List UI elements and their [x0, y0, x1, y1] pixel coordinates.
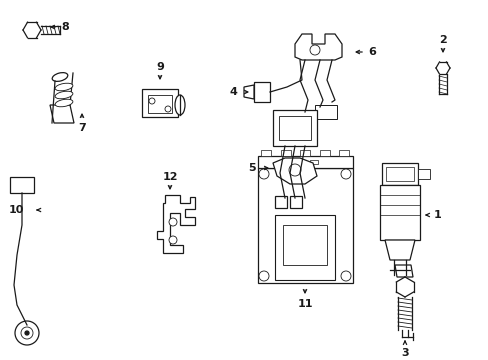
Text: 11: 11	[297, 299, 312, 309]
Text: 3: 3	[400, 348, 408, 358]
Text: 5: 5	[248, 163, 256, 173]
Bar	[261, 150, 270, 156]
Polygon shape	[272, 158, 316, 184]
Bar	[379, 185, 419, 240]
Ellipse shape	[175, 95, 184, 115]
Ellipse shape	[55, 91, 73, 99]
Circle shape	[288, 164, 301, 176]
Bar	[309, 160, 317, 164]
Bar	[280, 160, 287, 164]
Polygon shape	[157, 195, 195, 253]
Bar	[10, 177, 34, 193]
Circle shape	[25, 331, 29, 335]
Text: 1: 1	[433, 210, 441, 220]
Bar	[385, 167, 413, 181]
Bar	[280, 150, 290, 156]
Circle shape	[169, 236, 177, 244]
Polygon shape	[394, 265, 412, 277]
Bar	[299, 150, 309, 156]
Text: 10: 10	[8, 205, 23, 215]
Bar	[142, 89, 178, 117]
Ellipse shape	[55, 83, 73, 91]
Bar	[274, 215, 334, 280]
Circle shape	[259, 271, 268, 281]
Text: 8: 8	[61, 22, 69, 32]
Polygon shape	[274, 196, 286, 208]
Circle shape	[340, 271, 350, 281]
Circle shape	[309, 45, 319, 55]
Circle shape	[340, 169, 350, 179]
Polygon shape	[289, 196, 302, 208]
Text: 2: 2	[438, 35, 446, 45]
Circle shape	[259, 169, 268, 179]
Bar	[283, 225, 326, 265]
Circle shape	[15, 321, 39, 345]
Text: 6: 6	[367, 47, 375, 57]
Bar	[279, 116, 310, 140]
Text: 4: 4	[229, 87, 237, 97]
Polygon shape	[384, 240, 414, 260]
Circle shape	[164, 106, 171, 112]
Circle shape	[149, 98, 155, 104]
Ellipse shape	[52, 73, 68, 81]
Bar	[291, 110, 313, 124]
Bar	[258, 156, 352, 168]
Bar	[314, 105, 336, 119]
Bar	[294, 160, 303, 164]
Bar	[253, 82, 269, 102]
Bar	[148, 95, 172, 113]
Bar	[338, 150, 348, 156]
Bar	[417, 169, 429, 179]
Bar	[272, 110, 316, 146]
Ellipse shape	[55, 99, 73, 107]
Bar	[319, 150, 329, 156]
Circle shape	[169, 218, 177, 226]
Polygon shape	[294, 34, 341, 60]
Polygon shape	[244, 85, 253, 99]
Circle shape	[21, 327, 33, 339]
Text: 7: 7	[78, 123, 86, 133]
Bar	[258, 168, 352, 283]
Bar	[381, 163, 417, 185]
Text: 12: 12	[162, 172, 177, 182]
Polygon shape	[50, 105, 74, 123]
Text: 9: 9	[156, 62, 163, 72]
